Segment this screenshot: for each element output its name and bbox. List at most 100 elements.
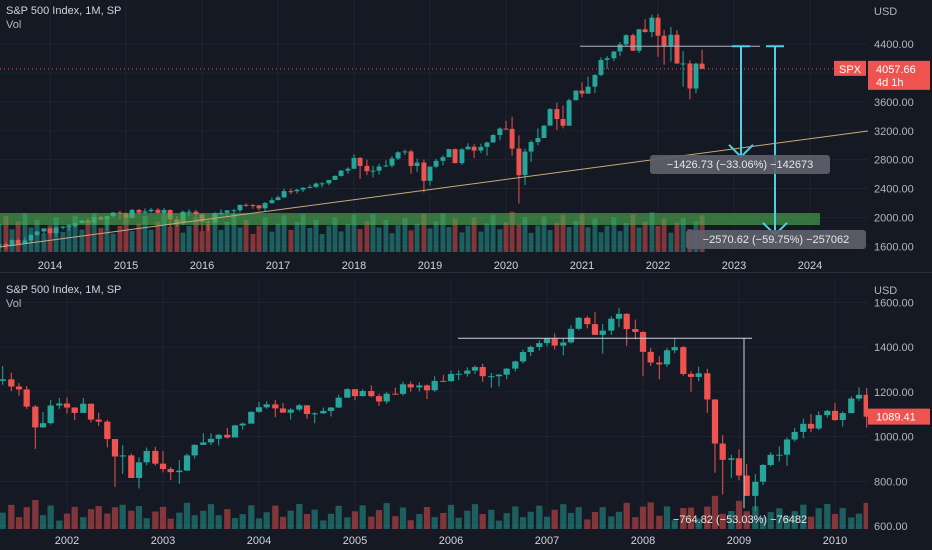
volume-bar (535, 225, 541, 252)
volume-bar (471, 504, 479, 529)
volume-bar (370, 213, 376, 252)
volume-bar (237, 227, 243, 252)
volume-bar (408, 230, 414, 252)
volume-bar (199, 231, 205, 252)
volume-bar (554, 222, 560, 252)
candle-body (414, 162, 420, 167)
volume-bar (224, 221, 230, 252)
volume-bar (186, 225, 192, 252)
candle-body (649, 17, 655, 33)
volume-bar (335, 505, 342, 529)
volume-bar (231, 213, 237, 252)
candle-body (407, 384, 414, 388)
candle-body (575, 317, 582, 329)
symbol-badge (834, 60, 866, 76)
volume-bar (338, 231, 344, 252)
measure-label: −1426.73 (−33.06%) −142673 (667, 159, 814, 171)
volume-bar (155, 221, 161, 252)
price-tick-label: 2800.00 (874, 155, 914, 167)
volume-bar (484, 223, 490, 252)
volume-bar (47, 225, 53, 252)
candle-body (53, 227, 59, 234)
candle-body (375, 396, 383, 402)
volume-bar (656, 515, 663, 529)
candle-body (256, 205, 262, 209)
candle-body (535, 138, 541, 143)
candle-body (604, 58, 610, 60)
time-axis: 2014 2015 2016 2017 2018 2019 2020 2021 2022 2023… (38, 260, 822, 272)
volume-bar (22, 213, 28, 252)
volume-bar (311, 509, 318, 529)
volume-bar (855, 513, 863, 529)
volume-bar (680, 218, 686, 252)
candle-body (465, 146, 471, 150)
candle-body (224, 434, 231, 438)
candle-body (528, 142, 534, 152)
candle-body (335, 397, 342, 408)
volume-bar (152, 511, 159, 529)
candle-body (351, 389, 359, 397)
candle-body (728, 458, 735, 460)
volume-bar (47, 505, 54, 529)
candle-body (320, 410, 327, 414)
volume-bar (519, 517, 527, 529)
candle-body (56, 403, 63, 406)
candle-body (484, 142, 490, 147)
time-tick-label: 2009 (727, 535, 751, 547)
candle-body (128, 455, 135, 478)
candle-body (752, 481, 759, 496)
candle-body (824, 410, 831, 416)
price-tick-label: 800.00 (874, 476, 908, 488)
candle-body (687, 373, 695, 377)
time-tick-label: 2007 (535, 535, 559, 547)
volume-bar (776, 508, 783, 529)
volume-bar (479, 513, 486, 529)
candle-body (161, 210, 167, 213)
candle-body (3, 244, 9, 246)
volume-bar (368, 516, 375, 529)
candle-body (237, 204, 243, 211)
chart-pane-top[interactable]: −1426.73 (−33.06%) −142673 −2570.62 (−59.… (0, 0, 932, 273)
volume-bar (815, 508, 822, 529)
candle-body (272, 404, 279, 409)
candle-body (478, 146, 484, 151)
volume-bar (402, 217, 408, 252)
candle-body (671, 347, 678, 351)
candle-body (447, 373, 455, 382)
volume-bar (41, 233, 47, 252)
candle-body (584, 317, 591, 325)
volume-bar (389, 233, 395, 252)
volume-bar (585, 227, 591, 252)
chart-pane-bottom[interactable]: −764.82 (−53.03%) −76482 USD 1600.00 1400.0… (0, 279, 932, 550)
candle-body (159, 463, 167, 470)
time-tick-label: 2019 (418, 260, 442, 272)
candle-body (776, 454, 783, 456)
volume-bar (848, 517, 855, 529)
candle-body (294, 189, 300, 192)
volume-bar (615, 511, 623, 529)
candle-body (598, 59, 604, 75)
candle-body (440, 157, 446, 161)
candle-body (364, 165, 370, 172)
candle-body (636, 29, 642, 51)
volume-bar (80, 517, 87, 529)
candle-body (60, 226, 66, 228)
volume-bar (423, 507, 431, 529)
candle-body (839, 413, 846, 421)
volume-bar (728, 511, 735, 529)
candle-body (591, 324, 599, 335)
chart-canvas-top[interactable]: −1426.73 (−33.06%) −142673 −2570.62 (−59.… (0, 0, 932, 272)
price-tick-label: 1400.00 (874, 342, 914, 354)
volume-bar (135, 505, 143, 529)
candle-body (783, 439, 791, 455)
volume-bar (15, 517, 23, 529)
candle-body (389, 158, 395, 166)
measure-label: −2570.62 (−59.75%) −257062 (703, 234, 850, 246)
candle-body (28, 234, 34, 241)
candle-body (47, 228, 53, 234)
volume-bar (250, 233, 256, 252)
volume-bar (575, 507, 582, 529)
volume-bar (255, 518, 263, 529)
price-tick-label: 1600.00 (874, 297, 914, 309)
